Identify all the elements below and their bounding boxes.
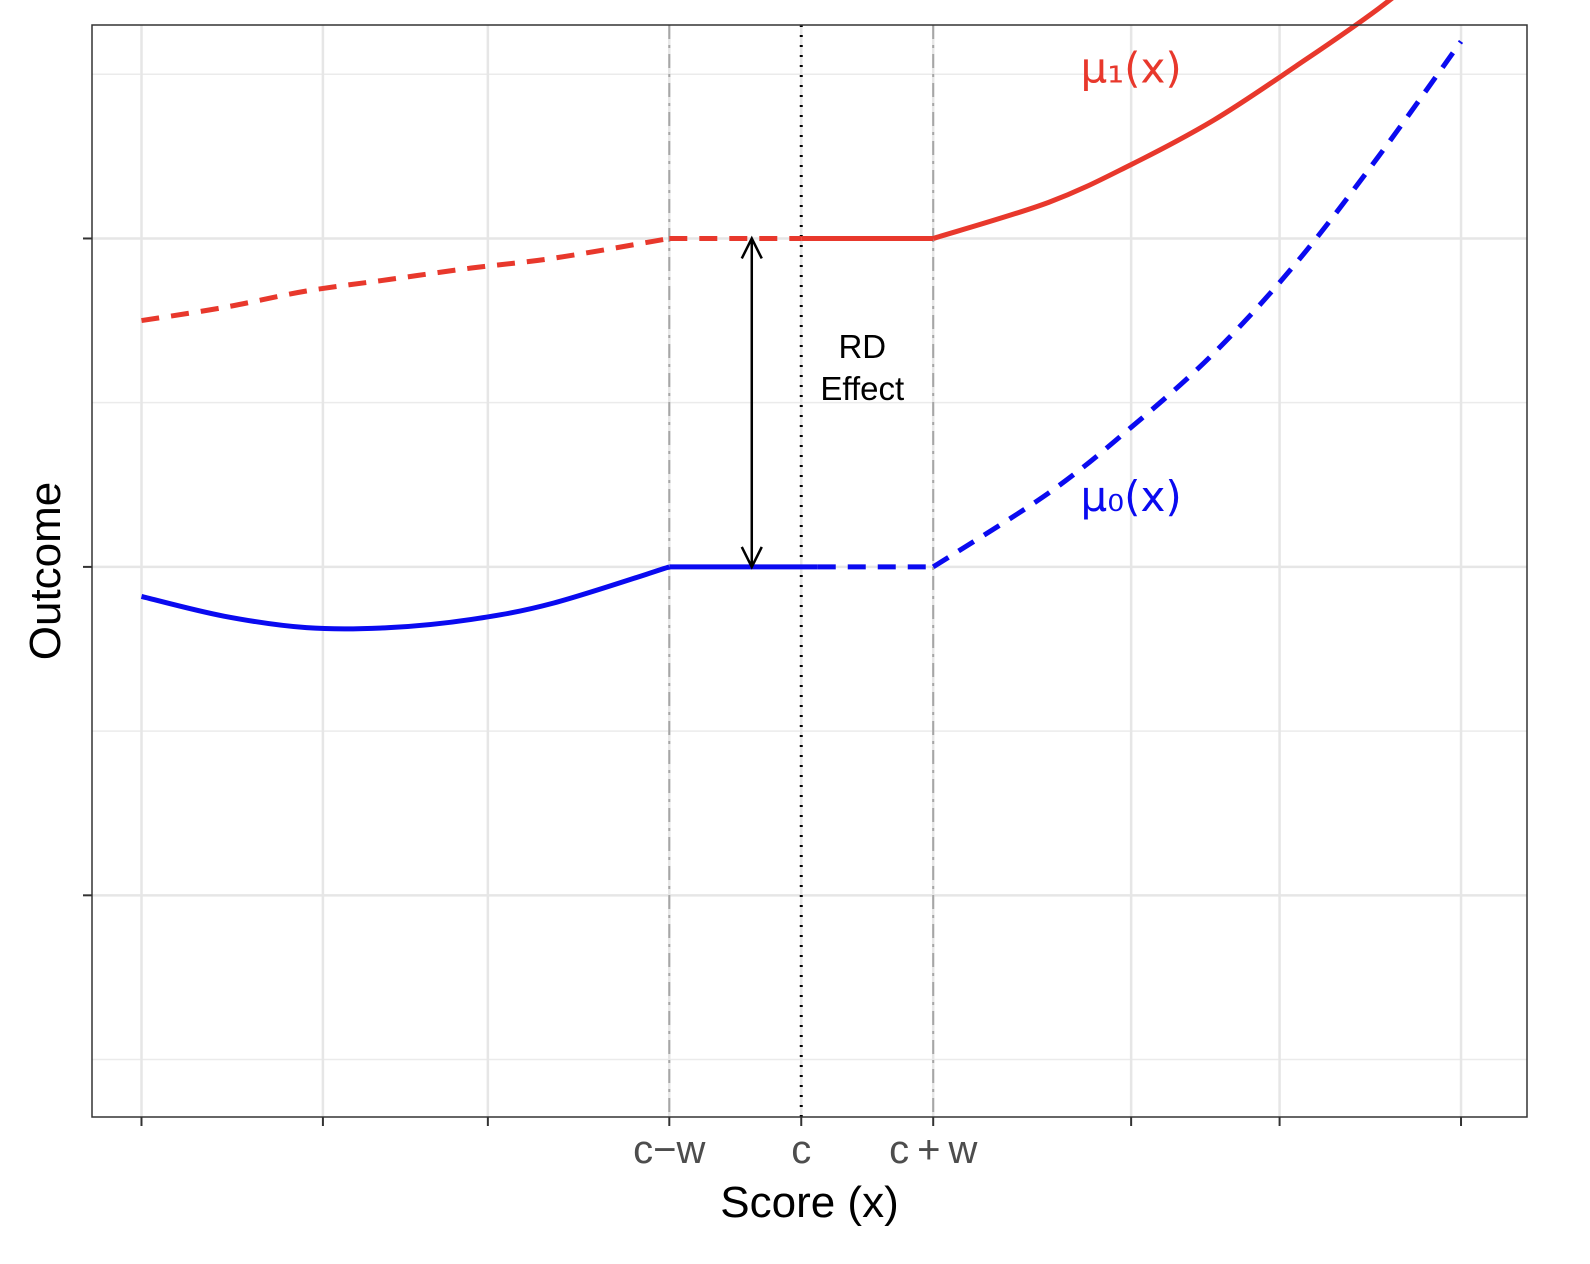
annotation-layer (740, 235, 763, 570)
x-axis-title: Score (x) (720, 1178, 898, 1227)
panel-border (91, 24, 1528, 1118)
series-0-segment-3 (932, 0, 1394, 241)
y-axis-title: Outcome (21, 482, 70, 661)
series-1-segment-0 (140, 564, 671, 632)
series-0-segment-0 (141, 236, 670, 324)
mu0-label: μ₀(x) (1081, 472, 1182, 521)
rd-effect-label-line2: Effect (820, 370, 904, 407)
x-tick-label-3: c−w (633, 1128, 705, 1172)
rd-effect-label-line1: RD (838, 328, 886, 365)
reference-lines (668, 25, 935, 1117)
rd-effect-arrow-head-top (740, 235, 763, 260)
series-1-segment-3 (931, 39, 1464, 570)
axis-layer: c−w c c + w (83, 237, 1463, 1172)
mu1-label: μ₁(x) (1081, 43, 1182, 92)
rd-effect-arrow-head-bottom (740, 546, 763, 570)
series-layer (140, 0, 1464, 632)
x-tick-label-5: c + w (889, 1128, 977, 1172)
x-tick-label-4: c (791, 1128, 811, 1172)
